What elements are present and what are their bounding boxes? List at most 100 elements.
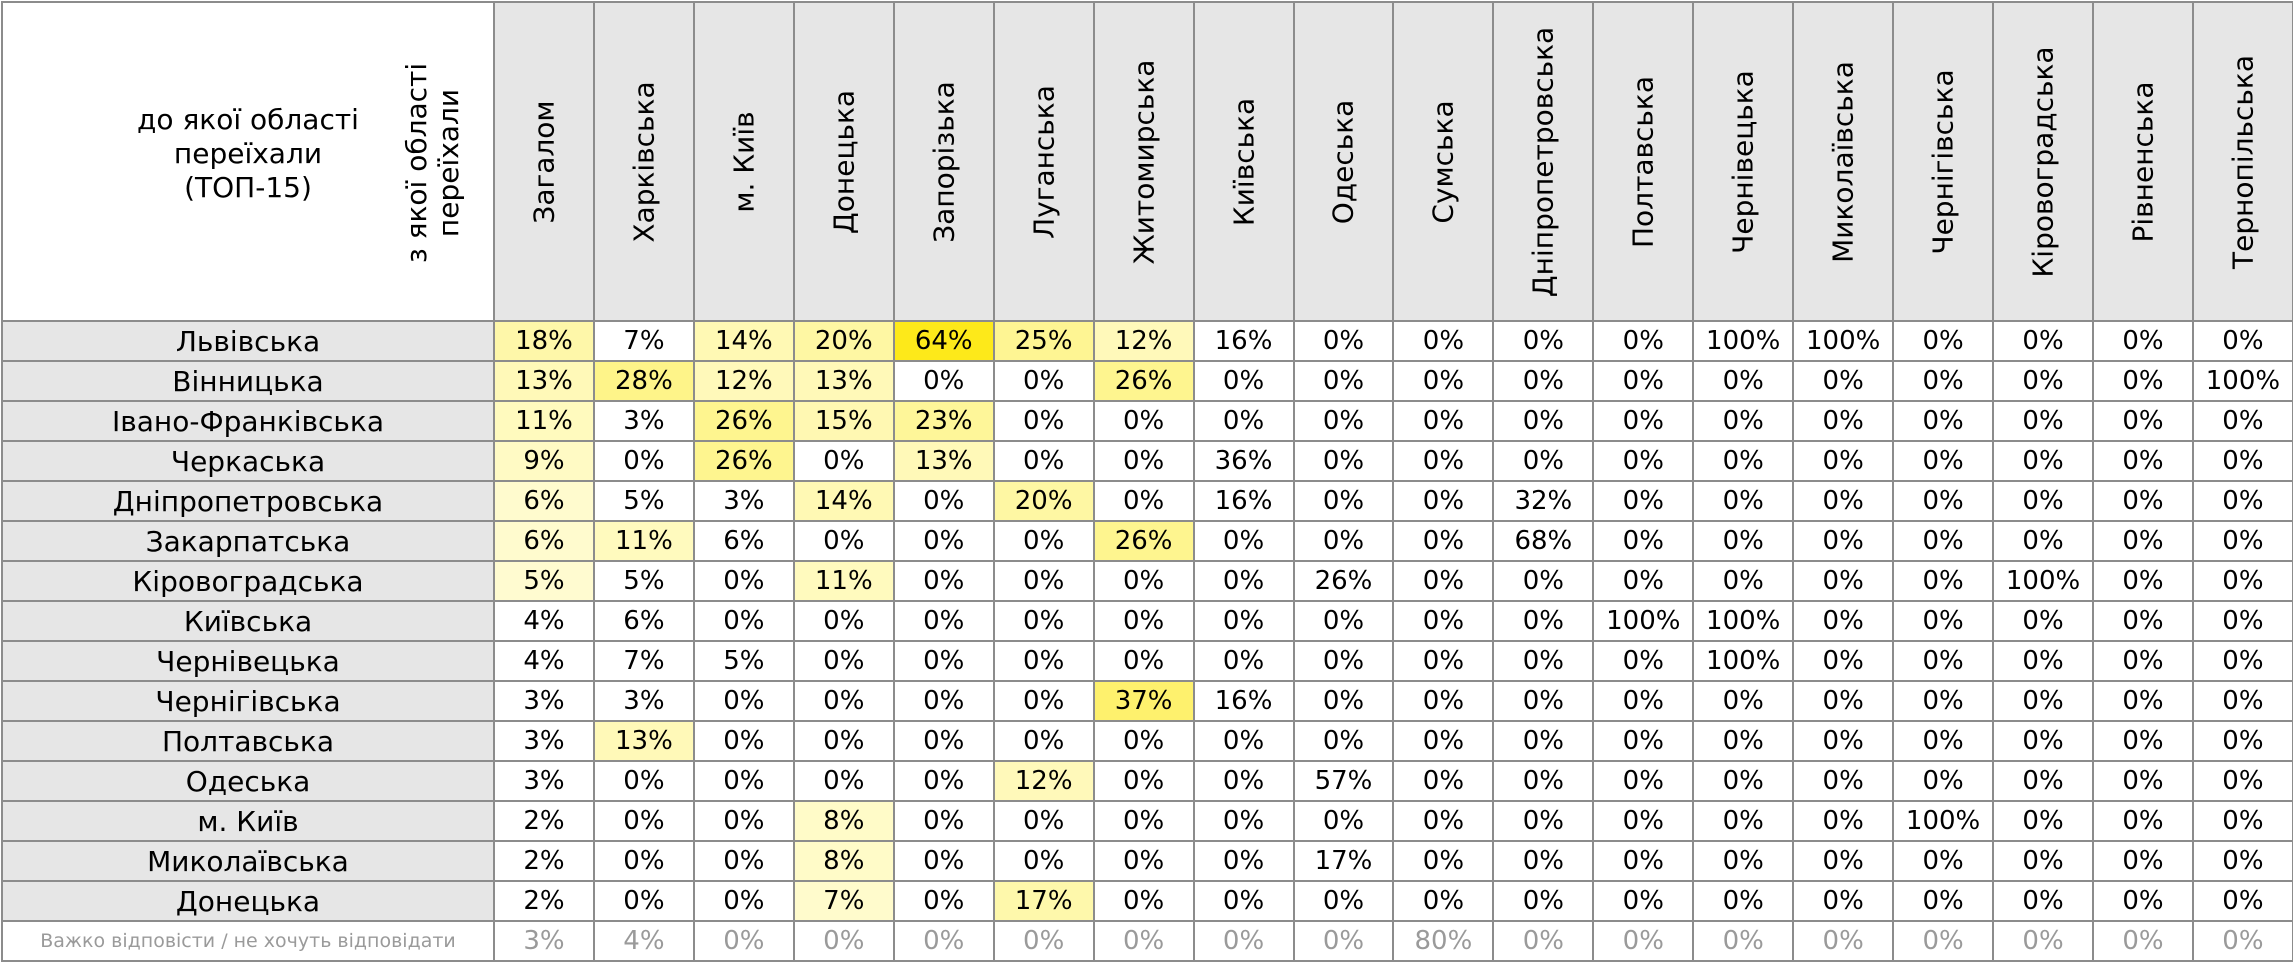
table-cell: 0% — [892, 760, 995, 802]
table-cell: 0% — [1592, 880, 1695, 922]
table-cell: 0% — [1992, 600, 2094, 642]
table-cell: 0% — [1692, 920, 1795, 962]
corner-header: до якої області переїхали (ТОП-15) з яко… — [1, 1, 495, 322]
table-cell: 0% — [2191, 520, 2293, 562]
table-cell: 11% — [493, 400, 595, 442]
table-cell: 0% — [1192, 640, 1295, 682]
table-cell: 57% — [1292, 760, 1395, 802]
table-cell: 0% — [2092, 840, 2194, 882]
column-header: Чернівецька — [1692, 1, 1795, 322]
table-cell: 0% — [2191, 800, 2293, 842]
table-cell: 0% — [2191, 760, 2293, 802]
row-label: Львівська — [1, 320, 495, 362]
table-cell: 0% — [1192, 760, 1295, 802]
table-cell: 0% — [692, 840, 795, 882]
table-cell: 0% — [892, 480, 995, 522]
table-cell: 0% — [1492, 680, 1595, 722]
table-row: Кіровоградська 5% 5% 0% 11% 0% 0% 0% 0% 26% 0% 0% 0%… — [1, 560, 2293, 602]
column-header-label: Донецька — [827, 89, 861, 234]
table-cell: 0% — [1492, 760, 1595, 802]
column-header-label: Миколаївська — [1826, 60, 1860, 263]
table-cell: 5% — [592, 480, 695, 522]
table-row: Дніпропетровська 6% 5% 3% 14% 0% 20% 0% 16% 0% 0% 3… — [1, 480, 2293, 522]
table-row: Вінницька 13% 28% 12% 13% 0% 0% 26% 0% 0% 0% 0% 0% 0%… — [1, 360, 2293, 402]
table-cell: 15% — [792, 400, 895, 442]
table-cell: 0% — [1992, 680, 2094, 722]
table-cell: 0% — [1292, 440, 1395, 482]
table-cell: 0% — [1992, 840, 2094, 882]
table-cell: 0% — [1892, 360, 1995, 402]
table-row: Закарпатська 6% 11% 6% 0% 0% 0% 26% 0% 0% 0% 68% 0% 0… — [1, 520, 2293, 562]
table-cell: 12% — [1092, 320, 1195, 362]
table-cell: 0% — [2092, 800, 2194, 842]
table-cell: 14% — [792, 480, 895, 522]
table-row-no-answer: Важко відповісти / не хочуть відповідати… — [1, 920, 2293, 962]
table-cell: 0% — [1792, 600, 1895, 642]
table-cell: 0% — [1992, 800, 2094, 842]
table-cell: 0% — [1492, 640, 1595, 682]
table-cell: 0% — [1592, 680, 1695, 722]
table-cell: 26% — [692, 400, 795, 442]
table-cell: 0% — [792, 600, 895, 642]
table-cell: 0% — [992, 680, 1095, 722]
table-cell: 0% — [892, 520, 995, 562]
table-cell: 0% — [692, 720, 795, 762]
table-row: Київська 4% 6% 0% 0% 0% 0% 0% 0% 0% 0% 0% 100% 100% 0%… — [1, 600, 2293, 642]
table-cell: 0% — [1192, 880, 1295, 922]
table-cell: 23% — [892, 400, 995, 442]
row-label: Закарпатська — [1, 520, 495, 562]
column-header: Луганська — [992, 1, 1095, 322]
table-cell: 2% — [493, 840, 595, 882]
table-row: Івано-Франківська 11% 3% 26% 15% 23% 0% 0% 0% 0% 0… — [1, 400, 2293, 442]
table-cell: 0% — [1992, 640, 2094, 682]
table-cell: 0% — [2191, 680, 2293, 722]
table-cell: 0% — [1492, 320, 1595, 362]
column-header-label: Житомирська — [1127, 59, 1161, 264]
table-cell: 2% — [493, 800, 595, 842]
table-cell: 6% — [592, 600, 695, 642]
table-cell: 0% — [1192, 720, 1295, 762]
table-cell: 0% — [992, 440, 1095, 482]
table-cell: 0% — [692, 560, 795, 602]
table-cell: 2% — [493, 880, 595, 922]
table-cell: 0% — [792, 680, 895, 722]
destination-axis-label: до якої області переїхали (ТОП-15) — [137, 103, 359, 204]
table-cell: 4% — [493, 600, 595, 642]
table-cell: 0% — [1792, 640, 1895, 682]
table-cell: 0% — [1592, 640, 1695, 682]
table-cell: 0% — [1392, 760, 1495, 802]
table-cell: 0% — [1392, 640, 1495, 682]
table-cell: 0% — [2092, 880, 2194, 922]
table-cell: 0% — [892, 840, 995, 882]
table-row: Полтавська 3% 13% 0% 0% 0% 0% 0% 0% 0% 0% 0% 0% 0% 0% 0… — [1, 720, 2293, 762]
table-cell: 0% — [1892, 560, 1995, 602]
table-cell: 0% — [1892, 440, 1995, 482]
table-cell: 0% — [2092, 480, 2194, 522]
table-cell: 0% — [2191, 440, 2293, 482]
table-cell: 13% — [493, 360, 595, 402]
table-cell: 0% — [1892, 640, 1995, 682]
column-header: Сумська — [1392, 1, 1495, 322]
column-header: м. Київ — [692, 1, 795, 322]
table-cell: 0% — [2092, 600, 2194, 642]
table-cell: 0% — [1992, 320, 2094, 362]
column-header: Чернігівська — [1892, 1, 1995, 322]
table-cell: 0% — [1492, 920, 1595, 962]
row-label: Дніпропетровська — [1, 480, 495, 522]
table-cell: 0% — [1792, 360, 1895, 402]
table-cell: 0% — [792, 760, 895, 802]
header-row: до якої області переїхали (ТОП-15) з яко… — [1, 1, 2293, 322]
table-cell: 0% — [2191, 320, 2293, 362]
table-cell: 26% — [1292, 560, 1395, 602]
table-cell: 100% — [2191, 360, 2293, 402]
table-body: Львівська 18% 7% 14% 20% 64% 25% 12% 16% 0% 0% 0% 0%… — [1, 320, 2293, 962]
table-cell: 12% — [692, 360, 795, 402]
table-cell: 0% — [992, 720, 1095, 762]
table-cell: 80% — [1392, 920, 1495, 962]
table-cell: 0% — [1792, 680, 1895, 722]
table-cell: 0% — [692, 800, 795, 842]
table-cell: 0% — [1492, 880, 1595, 922]
column-header-label: Рівненська — [2126, 81, 2160, 242]
column-header-label: Харківська — [627, 80, 661, 243]
table-cell: 11% — [792, 560, 895, 602]
